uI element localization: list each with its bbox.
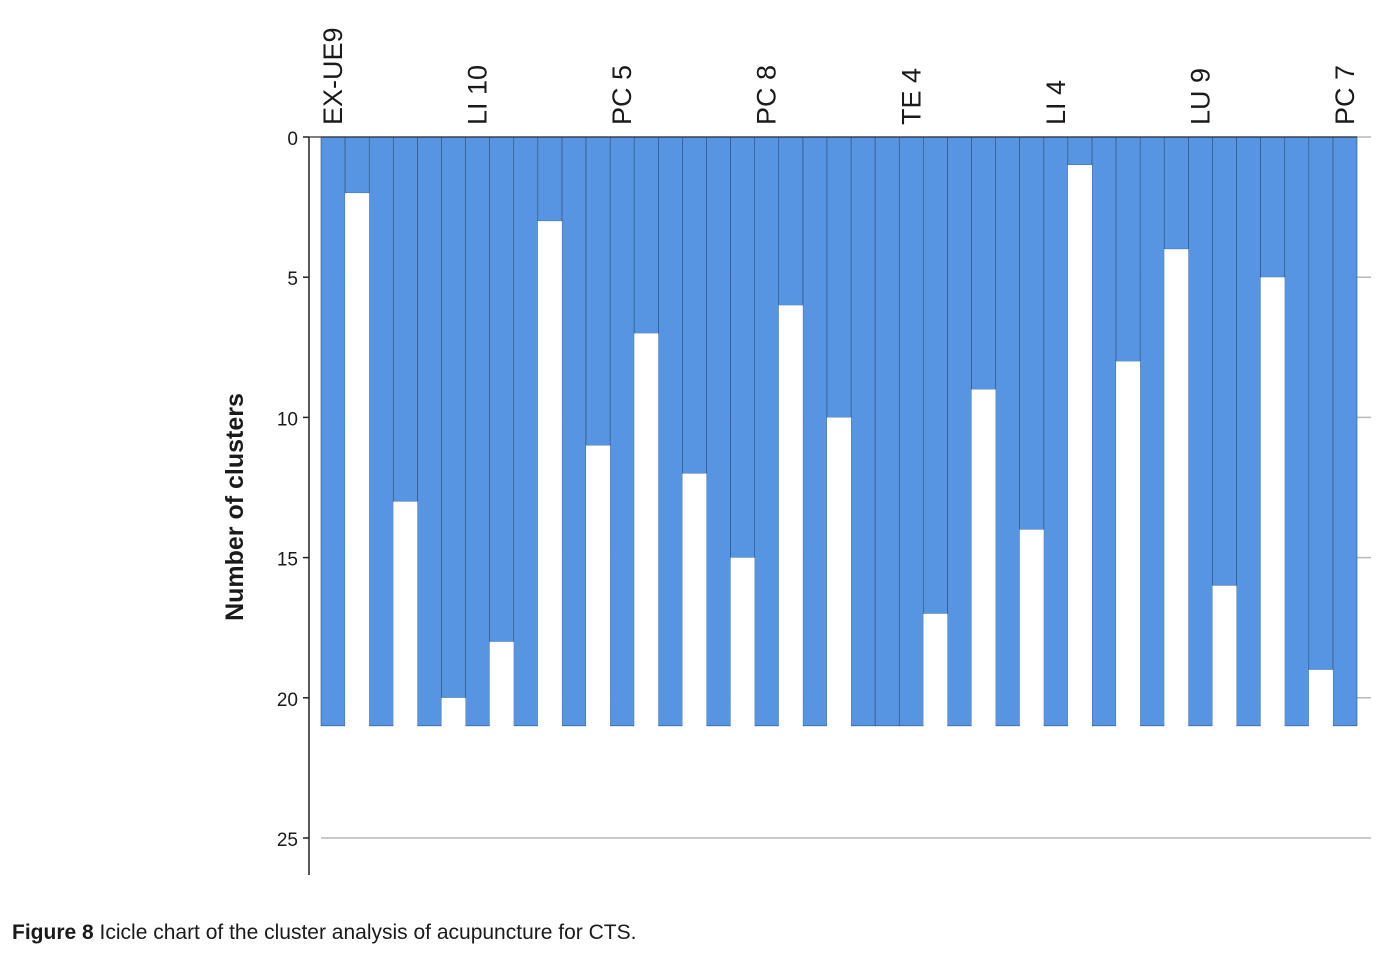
joined-segment xyxy=(344,136,370,194)
case-bar xyxy=(1091,136,1117,727)
joined-segment xyxy=(971,136,996,390)
unjoined-gap xyxy=(441,697,466,726)
unjoined-gap xyxy=(537,221,562,726)
case-label: TE 4 xyxy=(896,68,926,125)
y-axis-title: Number of clusters xyxy=(221,393,249,621)
unjoined-gap xyxy=(586,445,611,726)
unjoined-gap xyxy=(778,305,803,726)
case-bar xyxy=(1236,136,1261,727)
case-bar xyxy=(561,136,587,727)
case-bar xyxy=(802,136,828,727)
unjoined-gap xyxy=(826,417,852,726)
case-label: EX-UE9 xyxy=(318,27,348,125)
axis-layer: 0 5 10 15 20 25 xyxy=(277,129,1357,875)
unjoined-gap xyxy=(1116,361,1141,726)
figure-label: Figure 8 xyxy=(12,921,94,944)
case-bar xyxy=(706,136,731,727)
case-bar xyxy=(513,136,539,727)
joined-segment xyxy=(1212,136,1237,586)
joined-segment xyxy=(1163,136,1189,250)
joined-segment xyxy=(874,136,900,727)
unjoined-gap xyxy=(971,389,996,726)
y-tick-label: 20 xyxy=(277,690,298,711)
joined-segment xyxy=(489,136,515,643)
case-bar xyxy=(898,136,924,727)
case-label: LI 10 xyxy=(463,65,493,125)
case-bar xyxy=(1043,136,1069,727)
joined-segment xyxy=(392,136,418,502)
joined-segment xyxy=(441,136,466,699)
unjoined-gap xyxy=(1308,669,1333,726)
case-bar xyxy=(417,136,442,727)
y-tick-label: 15 xyxy=(277,550,298,571)
case-bar xyxy=(1284,136,1310,727)
unjoined-gap xyxy=(682,473,707,726)
case-bar xyxy=(1188,136,1213,727)
case-bar xyxy=(465,136,490,727)
case-bar xyxy=(995,136,1020,727)
case-label: LU 9 xyxy=(1185,68,1215,125)
joined-segment xyxy=(730,136,755,558)
icicle-chart-svg: 0 5 10 15 20 25 EX-UE9 LI 10 PC 5 PC 8 TE 4 LI 4 LU… xyxy=(221,27,1371,875)
joined-segment xyxy=(923,136,948,614)
y-tick-label: 25 xyxy=(277,830,298,851)
unjoined-gap xyxy=(1067,165,1092,726)
unjoined-gap xyxy=(730,557,755,726)
joined-segment xyxy=(633,136,659,334)
joined-segment xyxy=(537,136,563,222)
figure-caption: Figure 8 Icicle chart of the cluster ana… xyxy=(12,921,636,945)
case-bar xyxy=(1139,136,1165,727)
joined-segment xyxy=(1308,136,1334,671)
unjoined-gap xyxy=(1019,529,1044,726)
unjoined-gap xyxy=(634,333,659,726)
unjoined-gap xyxy=(1212,585,1237,726)
y-tick-label: 0 xyxy=(287,129,298,150)
bar-layer xyxy=(320,136,1358,727)
icicle-chart: 0 5 10 15 20 25 EX-UE9 LI 10 PC 5 PC 8 TE 4 LI 4 LU… xyxy=(221,27,1371,875)
case-bar xyxy=(609,136,635,727)
joined-segment xyxy=(1067,136,1093,166)
unjoined-gap xyxy=(1260,277,1285,726)
joined-segment xyxy=(585,136,611,446)
case-label: PC 8 xyxy=(752,65,782,125)
joined-segment xyxy=(1115,136,1141,362)
case-bar xyxy=(850,136,876,727)
unjoined-gap xyxy=(393,501,418,726)
joined-segment xyxy=(682,136,707,474)
case-label: LI 4 xyxy=(1041,80,1071,125)
unjoined-gap xyxy=(923,613,948,726)
joined-segment xyxy=(826,136,852,418)
y-tick-label: 10 xyxy=(277,409,298,430)
case-bar xyxy=(1332,136,1358,727)
case-label: PC 7 xyxy=(1330,65,1360,125)
joined-segment xyxy=(1260,136,1286,278)
figure-caption-text: Icicle chart of the cluster analysis of … xyxy=(99,921,637,944)
case-label-layer: EX-UE9 LI 10 PC 5 PC 8 TE 4 LI 4 LU 9 PC 7 xyxy=(318,27,1360,125)
case-label: PC 5 xyxy=(607,65,637,125)
case-bar xyxy=(947,136,972,727)
case-bar xyxy=(320,136,346,727)
joined-segment xyxy=(1019,136,1045,530)
case-bar xyxy=(368,136,394,727)
unjoined-gap xyxy=(345,193,370,726)
unjoined-gap xyxy=(489,641,514,726)
case-bar xyxy=(658,136,683,727)
unjoined-gap xyxy=(1164,249,1189,726)
case-bar xyxy=(754,136,780,727)
gap-layer xyxy=(344,136,1334,727)
joined-segment xyxy=(778,136,804,306)
y-tick-label: 5 xyxy=(287,269,298,290)
